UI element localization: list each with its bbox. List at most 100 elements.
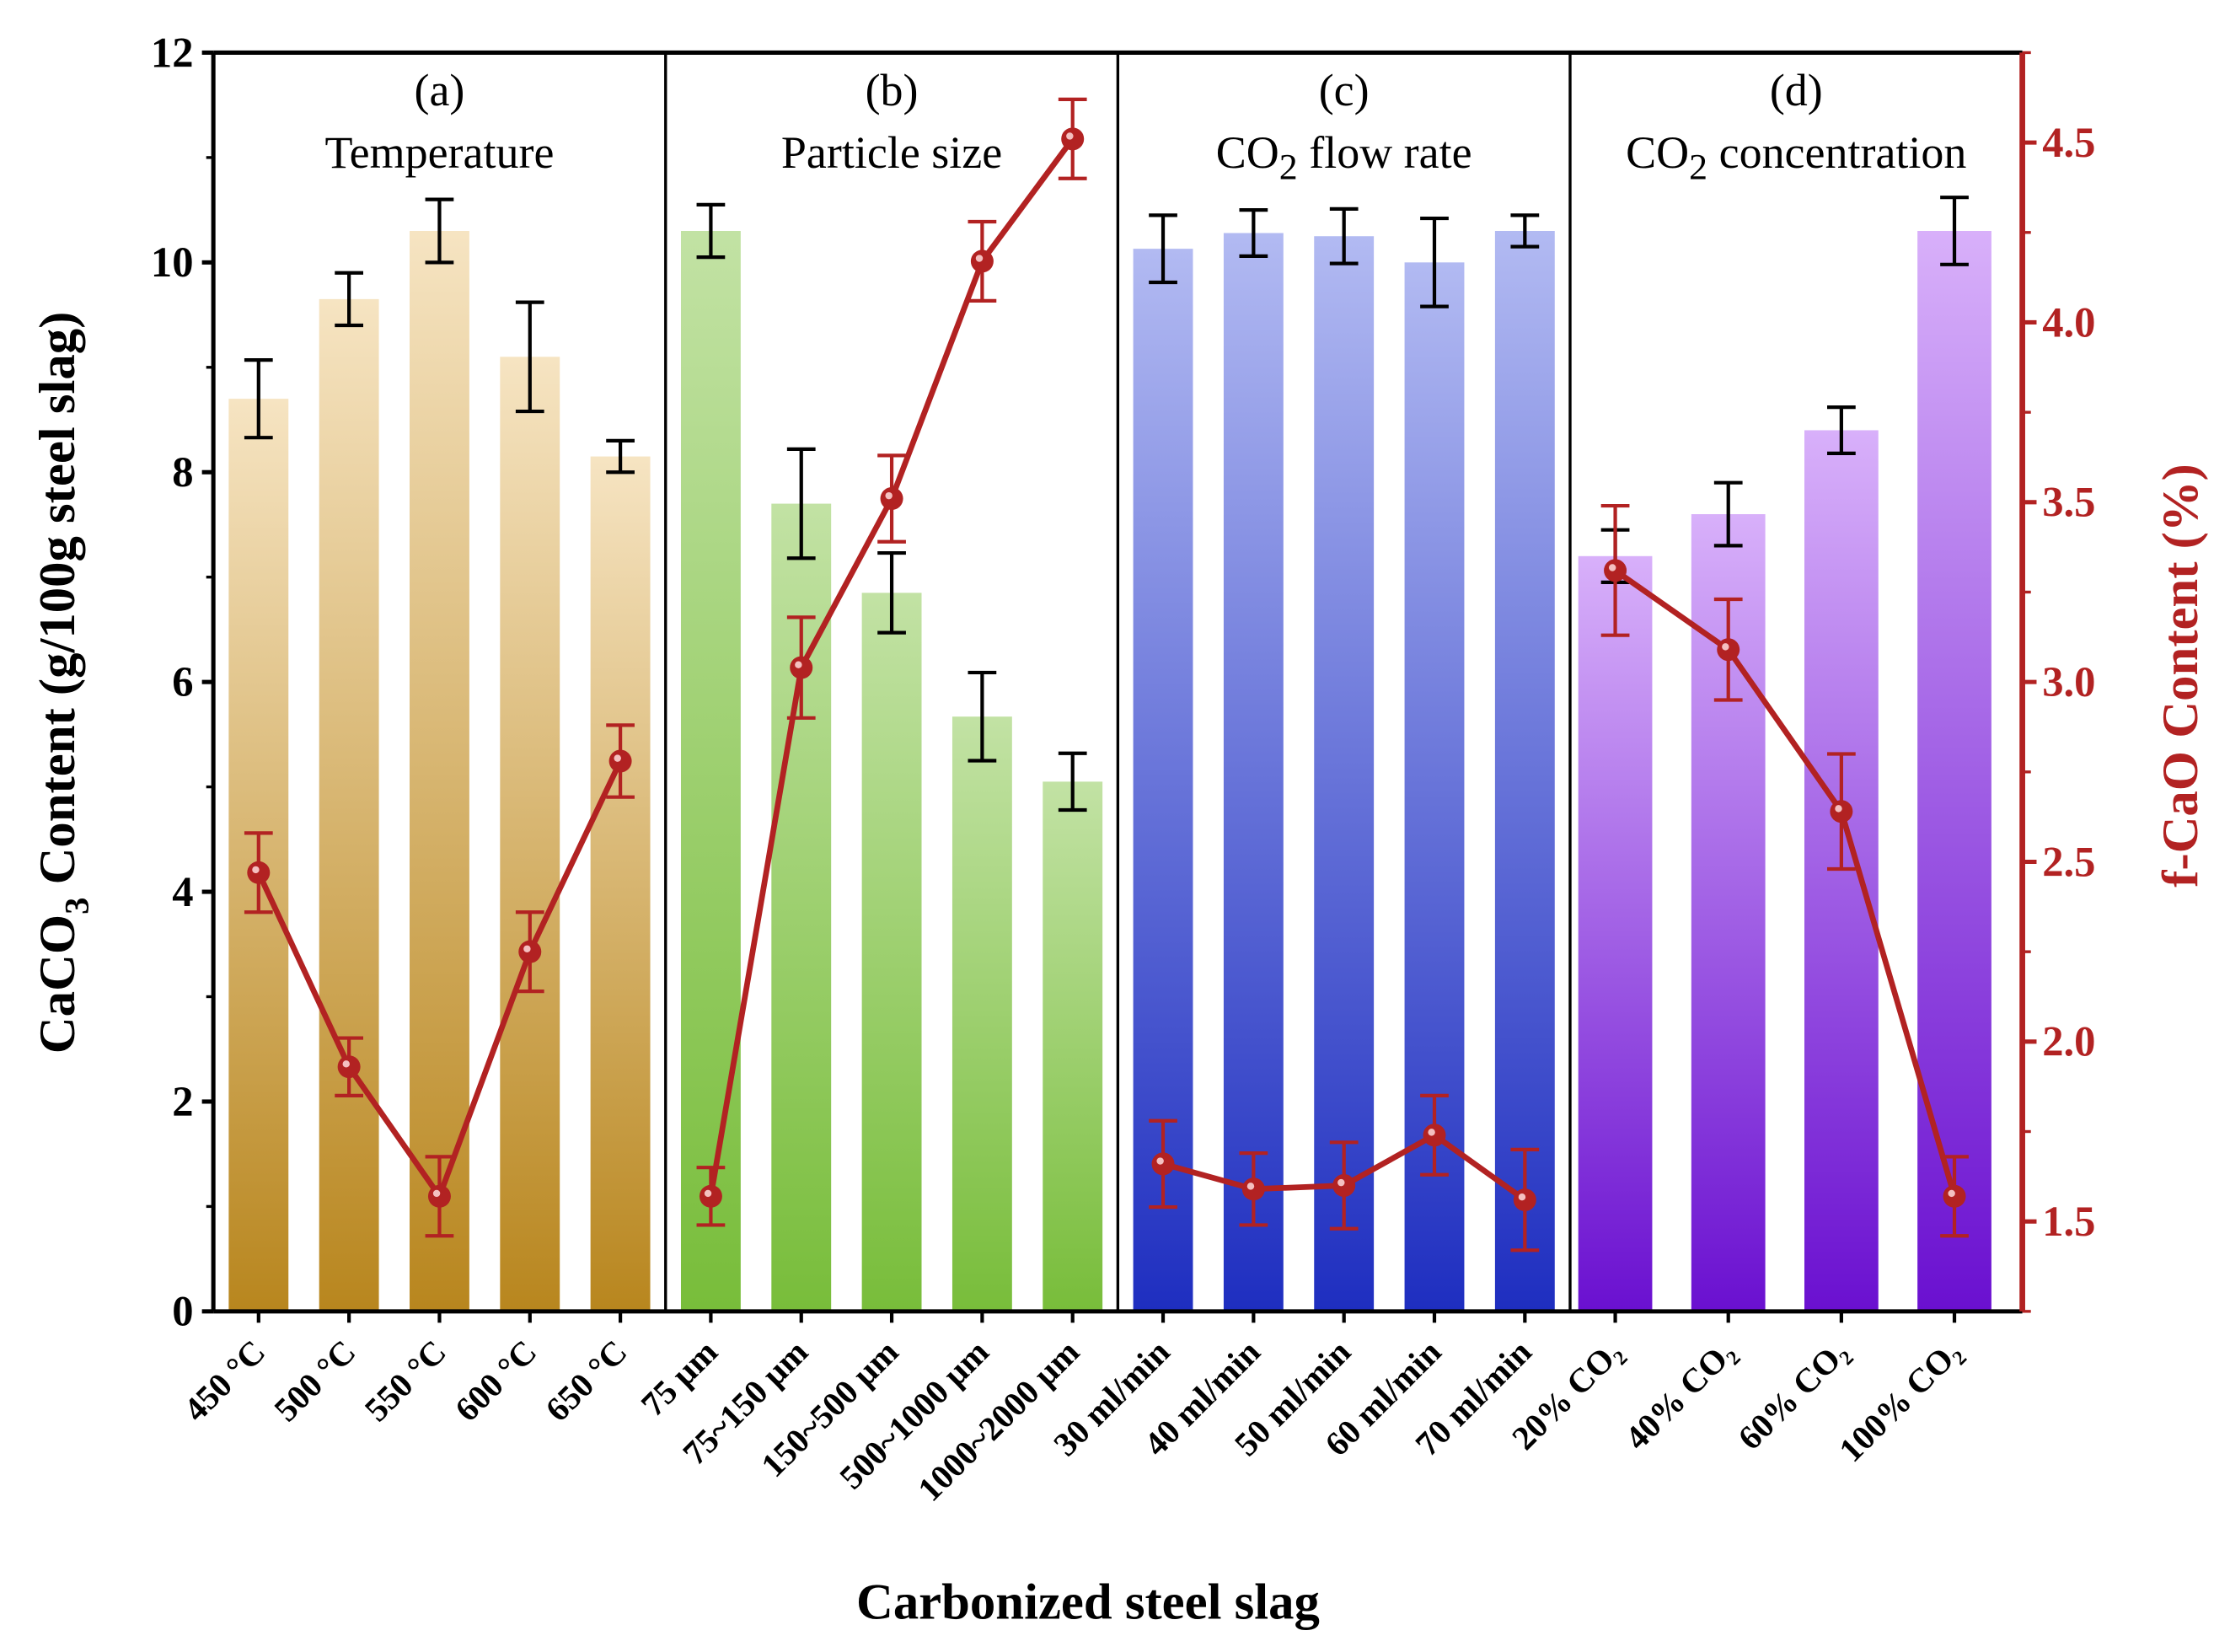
bar [1578,555,1653,1311]
bar [500,357,560,1311]
fcao-point-highlight [1722,643,1729,651]
x-tick-label: 650 °C [539,1333,635,1429]
bar [1223,233,1284,1311]
fcao-point-highlight [523,945,531,953]
y2-tick-label: 2.0 [2042,1018,2095,1065]
panel-title: CO2 flow rate [1216,127,1472,187]
fcao-point-highlight [432,1189,441,1198]
fcao-point-highlight [342,1060,350,1068]
panel-title-sub: 2 [1689,148,1707,188]
fcao-series [244,97,1969,1252]
fcao-point-highlight [795,661,802,668]
fcao-point-highlight [1156,1157,1164,1165]
y-tick-label: 10 [151,239,194,286]
x-tick-label: 1000~2000 µm [910,1333,1086,1509]
fcao-point-highlight [614,754,621,762]
panel-title-sub: 2 [1279,148,1298,188]
bar [1917,231,1991,1311]
y-tick-label: 4 [172,868,193,915]
y2-tick-label: 1.5 [2042,1198,2095,1245]
panel-title-post: concentration [1707,127,1966,178]
bar [410,231,469,1311]
y2-tick-label: 3.5 [2042,479,2095,526]
bar [1043,781,1103,1311]
y-axis-title-post: Content (g/100g steel slag) [29,312,86,898]
y-axis-title: CaCO3 Content (g/100g steel slag) [29,312,96,1054]
x-tick-label: 40% CO₂ [1617,1333,1742,1457]
fcao-point [1151,1152,1175,1176]
bar [1804,430,1879,1311]
y-tick-label: 12 [151,29,194,76]
panel-titles: (a)Temperature(b)Particle size(c)CO2 flo… [324,65,1966,188]
fcao-point [1717,638,1740,662]
fcao-point-highlight [1518,1193,1526,1201]
fcao-point-highlight [1337,1178,1345,1187]
panel-tag: (b) [866,65,919,115]
bar [590,456,651,1311]
x-tick-label: 100% CO₂ [1831,1333,1968,1469]
fcao-point-highlight [1835,805,1842,813]
panel-tag: (d) [1770,65,1823,115]
fcao-point [518,940,542,963]
bar [319,298,379,1311]
fcao-point [1241,1177,1265,1201]
panel-tag: (a) [414,65,464,115]
fcao-point [699,1184,722,1208]
fcao-point-highlight [1246,1183,1255,1190]
bars-layer [228,231,1991,1311]
fcao-point [1943,1184,1966,1208]
x-tick-label: 450 °C [176,1333,272,1429]
fcao-point-highlight [1608,564,1616,571]
fcao-point [1332,1174,1356,1198]
y2-tick-label: 4.0 [2042,298,2095,346]
y-axis-title-pre: CaCO [29,914,86,1054]
y-tick-label: 2 [172,1078,193,1125]
fcao-point [247,861,271,884]
fcao-point [970,249,994,273]
fcao-point [1830,800,1853,823]
fcao-point [1423,1124,1446,1147]
panel-title: Particle size [781,127,1002,178]
fcao-point-highlight [975,255,984,262]
fcao-point [1604,559,1627,582]
fcao-point [337,1055,361,1079]
y2-tick-label: 3.0 [2042,658,2095,705]
fcao-line [1613,568,1958,1198]
panel-title-text: CO [1216,127,1279,178]
fcao-point [790,656,813,679]
panel-title-text: CO [1626,127,1689,178]
bar [1494,231,1555,1311]
x-axis-title: Carbonized steel slag [856,1574,1320,1630]
panel-title: Temperature [324,127,554,178]
fcao-point-highlight [1066,132,1074,140]
bar [861,593,922,1311]
bar [680,231,741,1311]
y2-axis-title: f-CaO Content (%) [2152,464,2209,888]
fcao-point [1061,127,1085,151]
x-tick-label: 600 °C [448,1333,544,1429]
y-tick-label: 8 [172,448,193,496]
x-tick-label: 500 °C [267,1333,363,1429]
fcao-point [608,749,632,773]
fcao-point-highlight [1428,1129,1435,1136]
ticks-layer: 0 2 4 6 8 10 12 1.5 2.0 2.5 3.0 3.5 4.0 4.5 [151,29,2096,1334]
fcao-point-highlight [704,1189,712,1198]
fcao-point-highlight [1948,1189,1955,1198]
y2-tick-label: 4.5 [2042,119,2095,166]
panel-title-post: flow rate [1298,127,1472,178]
y-tick-label: 6 [172,658,193,705]
y2-tick-label: 2.5 [2042,838,2095,885]
fcao-point [880,487,903,511]
fcao-point [427,1184,451,1208]
caco3-error-bars [244,196,1969,813]
fcao-point [1513,1188,1536,1212]
panel-title-text: Temperature [324,127,554,178]
fcao-point-highlight [885,491,893,500]
panel-tag: (c) [1319,65,1370,115]
panel-title-text: Particle size [781,127,1002,178]
y-axis-title-sub: 3 [58,898,96,914]
bar [952,716,1012,1311]
x-tick-label: 550 °C [357,1333,453,1429]
